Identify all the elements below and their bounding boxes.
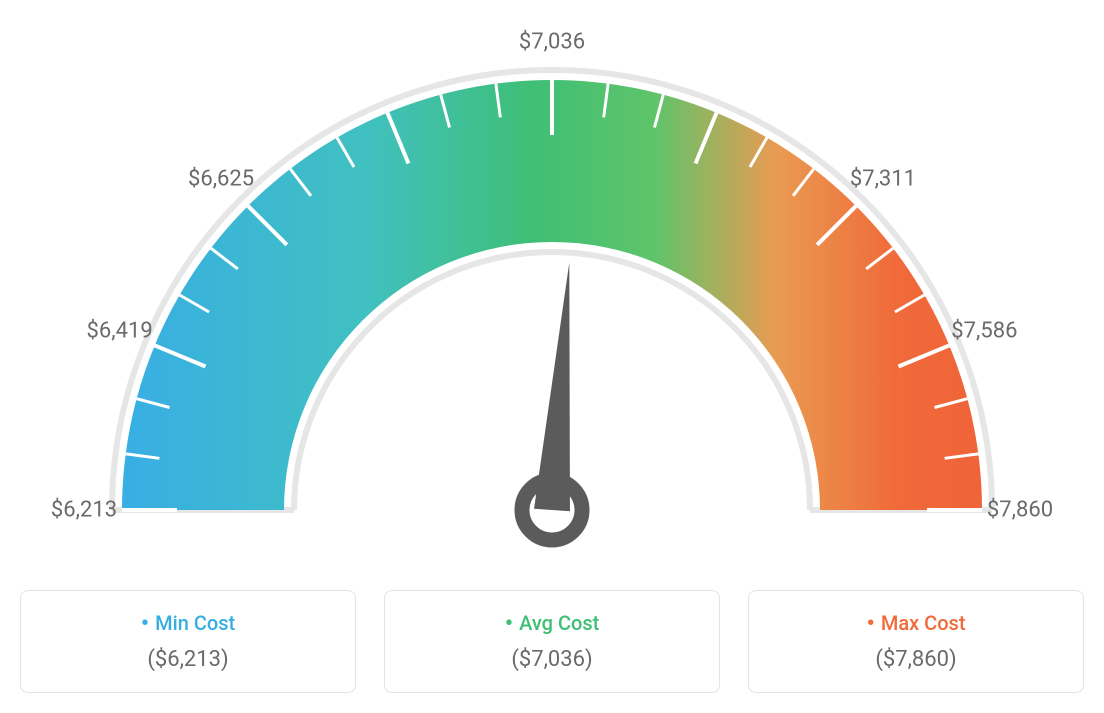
legend-row: Min Cost ($6,213) Avg Cost ($7,036) Max …: [20, 590, 1084, 693]
gauge-tick-label: $7,586: [951, 318, 1017, 343]
legend-max-value: ($7,860): [749, 647, 1083, 672]
gauge-tick-label: $7,311: [850, 167, 916, 192]
legend-max-title: Max Cost: [749, 609, 1083, 637]
gauge-svg: [20, 20, 1084, 580]
gauge-tick-label: $7,860: [987, 498, 1053, 523]
legend-min-value: ($6,213): [21, 647, 355, 672]
legend-min-card: Min Cost ($6,213): [20, 590, 356, 693]
gauge-tick-label: $7,036: [519, 30, 585, 55]
legend-avg-title: Avg Cost: [385, 609, 719, 637]
legend-max-card: Max Cost ($7,860): [748, 590, 1084, 693]
gauge-tick-label: $6,419: [87, 318, 153, 343]
cost-gauge: $6,213 $6,419 $6,625 $7,036 $7,311 $7,586 $7,8…: [20, 20, 1084, 580]
gauge-tick-label: $6,213: [51, 498, 117, 523]
legend-min-title: Min Cost: [21, 609, 355, 637]
legend-avg-card: Avg Cost ($7,036): [384, 590, 720, 693]
gauge-tick-label: $6,625: [188, 167, 254, 192]
legend-avg-value: ($7,036): [385, 647, 719, 672]
